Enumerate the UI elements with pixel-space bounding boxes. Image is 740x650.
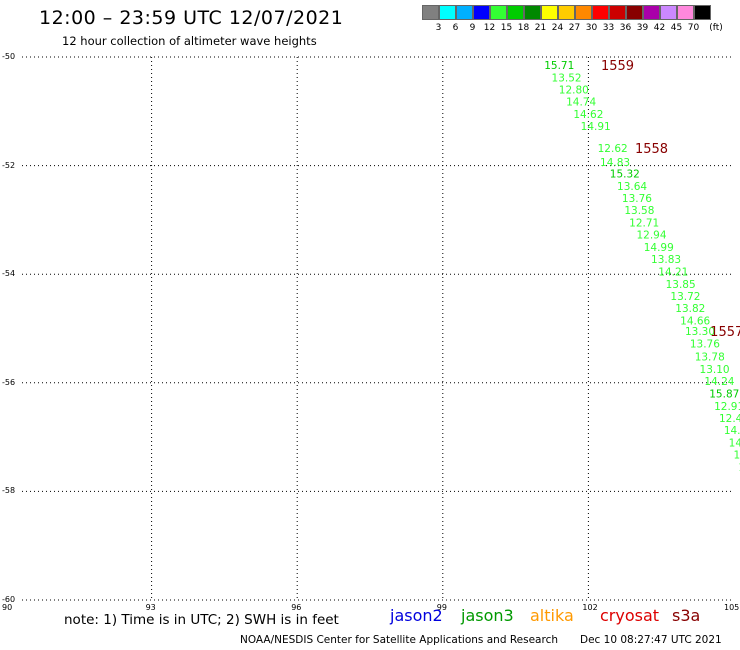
wave-height-value: 14.62 bbox=[734, 449, 740, 461]
wave-height-value: 13.76 bbox=[622, 193, 652, 205]
observation-labels: 15.7113.5212.8014.7414.6214.9112.6214.83… bbox=[544, 60, 740, 474]
wave-height-value: 12.80 bbox=[559, 85, 589, 97]
legend-label: 42 bbox=[653, 23, 666, 33]
legend-swatch bbox=[439, 5, 456, 20]
latitude-tick-label: -56 bbox=[2, 377, 16, 387]
generated-timestamp: Dec 10 08:27:47 UTC 2021 bbox=[580, 634, 722, 646]
legend-swatch bbox=[609, 5, 626, 20]
legend-label: 24 bbox=[551, 23, 564, 33]
satellite-name-jason2: jason2 bbox=[390, 606, 443, 625]
wave-height-value: 14.66 bbox=[729, 438, 740, 450]
legend-label: 27 bbox=[568, 23, 581, 33]
wave-height-value: 12.94 bbox=[636, 230, 666, 242]
legend-label: 70 bbox=[687, 23, 700, 33]
wave-height-value: 13.76 bbox=[690, 339, 720, 351]
wave-height-value: 13.85 bbox=[666, 279, 696, 291]
legend-label: 45 bbox=[670, 23, 683, 33]
legend-label: 6 bbox=[452, 23, 459, 33]
legend-swatch bbox=[558, 5, 575, 20]
legend-swatch bbox=[524, 5, 541, 20]
legend-label: 9 bbox=[469, 23, 476, 33]
legend-label: 21 bbox=[534, 23, 547, 33]
latitude-tick-label: -52 bbox=[2, 160, 16, 170]
longitude-tick-label: 96 bbox=[291, 603, 302, 612]
wave-height-value: 13.78 bbox=[695, 352, 725, 364]
legend-label: 39 bbox=[636, 23, 649, 33]
satellite-name-s3a: s3a bbox=[672, 606, 701, 625]
wave-height-value: 14.47 bbox=[738, 462, 740, 474]
latitude-tick-label: -54 bbox=[2, 269, 16, 279]
wave-height-value: 13.83 bbox=[651, 254, 681, 266]
wave-height-value: 12.62 bbox=[598, 143, 628, 155]
satellite-name-jason3: jason3 bbox=[461, 606, 514, 625]
wave-height-value: 14.74 bbox=[566, 97, 596, 109]
wave-height-value: 14.51 bbox=[724, 425, 740, 437]
wave-height-value: 15.32 bbox=[610, 169, 640, 181]
legend-label: 18 bbox=[517, 23, 530, 33]
legend-swatch bbox=[626, 5, 643, 20]
wave-height-value: 14.83 bbox=[600, 157, 630, 169]
satellite-name-cryosat: cryosat bbox=[600, 606, 660, 625]
wave-height-value: 14.66 bbox=[680, 315, 710, 327]
map-subtitle: 12 hour collection of altimeter wave hei… bbox=[62, 34, 317, 48]
legend-label: 36 bbox=[619, 23, 632, 33]
legend-swatch bbox=[660, 5, 677, 20]
wave-height-value: 13.64 bbox=[617, 181, 647, 193]
legend-label: 30 bbox=[585, 23, 598, 33]
latitude-tick-label: -58 bbox=[2, 486, 16, 496]
longitude-tick-label: 102 bbox=[582, 603, 598, 612]
legend-label: 12 bbox=[483, 23, 496, 33]
wave-height-value: 14.91 bbox=[581, 121, 611, 133]
legend-swatch bbox=[643, 5, 660, 20]
wave-height-value: 14.62 bbox=[573, 109, 603, 121]
pass-number-label: 1559 bbox=[601, 59, 634, 74]
legend-label: 3 bbox=[435, 23, 442, 33]
legend-unit: (ft) bbox=[709, 23, 723, 33]
legend-swatch bbox=[575, 5, 592, 20]
units-note: note: 1) Time is in UTC; 2) SWH is in fe… bbox=[64, 612, 339, 628]
legend-swatch bbox=[422, 5, 439, 20]
wave-height-value: 12.43 bbox=[719, 413, 740, 425]
wave-height-value: 12.71 bbox=[629, 218, 659, 230]
wave-height-value: 13.30 bbox=[685, 326, 715, 338]
legend-swatch bbox=[507, 5, 524, 20]
wave-height-value: 14.21 bbox=[658, 266, 688, 278]
credit-line: NOAA/NESDIS Center for Satellite Applica… bbox=[240, 634, 558, 646]
legend-label: 15 bbox=[500, 23, 513, 33]
legend-swatch bbox=[541, 5, 558, 20]
wave-height-value: 15.71 bbox=[544, 60, 574, 72]
legend-swatch bbox=[490, 5, 507, 20]
satellite-name-altika: altika bbox=[530, 606, 574, 625]
legend-swatch bbox=[473, 5, 490, 20]
map-title: 12:00 – 23:59 UTC 12/07/2021 bbox=[39, 7, 344, 29]
longitude-tick-label: 99 bbox=[436, 603, 447, 612]
longitude-tick-label: 105 bbox=[724, 603, 740, 612]
legend-swatch bbox=[694, 5, 711, 20]
legend-label: 33 bbox=[602, 23, 615, 33]
legend-swatch bbox=[456, 5, 473, 20]
pass-number-label: 1558 bbox=[635, 142, 668, 157]
pass-number-label: 1557 bbox=[710, 325, 740, 340]
wave-height-value: 14.24 bbox=[704, 376, 734, 388]
wave-height-value: 12.91 bbox=[714, 401, 740, 413]
wave-height-value: 13.52 bbox=[552, 73, 582, 85]
latitude-tick-label: -60 bbox=[2, 595, 16, 604]
legend-swatch bbox=[677, 5, 694, 20]
longitude-tick-label: 90 bbox=[2, 603, 13, 612]
track-labels: 1559 1558 1557 bbox=[601, 59, 740, 340]
latitude-tick-label: -50 bbox=[2, 52, 16, 61]
wave-height-value: 13.58 bbox=[624, 205, 654, 217]
wave-height-value: 13.82 bbox=[675, 303, 705, 315]
map-grid bbox=[22, 56, 734, 601]
wave-height-value: 13.72 bbox=[670, 291, 700, 303]
wave-height-value: 14.99 bbox=[644, 242, 674, 254]
longitude-tick-label: 93 bbox=[145, 603, 156, 612]
wave-height-value: 15.87 bbox=[709, 389, 739, 401]
legend-swatch bbox=[592, 5, 609, 20]
wave-height-value: 13.10 bbox=[700, 364, 730, 376]
